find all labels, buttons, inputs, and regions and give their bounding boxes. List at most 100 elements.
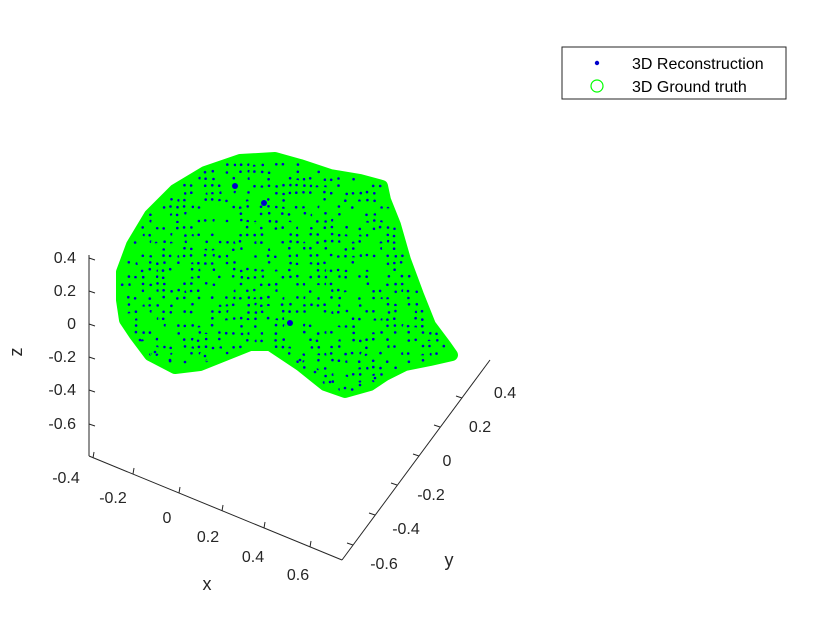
ground-truth-marker [390, 327, 401, 338]
ground-truth-marker [201, 348, 212, 359]
reconstruction-point [393, 345, 396, 348]
reconstruction-point [295, 310, 299, 313]
ground-truth-marker [361, 258, 372, 269]
ground-truth-marker [284, 222, 295, 233]
ground-truth-marker [193, 229, 204, 240]
reconstruction-point [176, 220, 179, 224]
ground-truth-marker [229, 313, 240, 324]
ground-truth-marker [368, 237, 379, 248]
reconstruction-point [351, 206, 354, 209]
ground-truth-marker [320, 313, 331, 325]
reconstruction-point [197, 275, 200, 279]
ground-truth-marker [229, 221, 240, 233]
reconstruction-point [323, 178, 327, 181]
ground-truth-marker [165, 320, 176, 331]
reconstruction-point [133, 241, 137, 244]
ground-truth-marker [376, 188, 387, 199]
z-tick-label: 0.4 [54, 250, 76, 267]
reconstruction-point [323, 198, 326, 201]
reconstruction-point [352, 331, 356, 335]
reconstruction-point [407, 360, 411, 364]
ground-truth-marker [271, 285, 282, 296]
ground-truth-marker [243, 236, 254, 247]
reconstruction-point [351, 373, 355, 376]
reconstruction-point [358, 275, 361, 278]
ground-truth-marker [152, 251, 163, 262]
ground-truth-marker [214, 209, 225, 220]
ground-truth-marker [179, 243, 190, 254]
ground-truth-marker [305, 258, 317, 269]
ground-truth-marker [130, 250, 141, 262]
reconstruction-point [406, 324, 410, 328]
reconstruction-point [309, 233, 313, 236]
z-tick-mark [88, 323, 96, 327]
ground-truth-marker [383, 341, 394, 352]
reconstruction-point [177, 324, 180, 327]
ground-truth-marker [277, 173, 288, 184]
ground-truth-marker [334, 230, 345, 241]
ground-truth-marker [390, 362, 401, 373]
reconstruction-point [254, 268, 257, 272]
ground-truth-marker [200, 271, 211, 283]
ground-truth-marker [319, 299, 330, 310]
reconstruction-point [198, 176, 201, 180]
reconstruction-point [189, 289, 193, 293]
ground-truth-marker [257, 314, 268, 325]
ground-truth-marker [215, 201, 226, 212]
ground-truth-marker [250, 216, 261, 227]
ground-truth-marker [278, 166, 289, 178]
z-tick-label: -0.2 [48, 349, 76, 366]
reconstruction-point [338, 213, 341, 216]
ground-truth-marker [242, 243, 253, 254]
reconstruction-point [372, 365, 375, 369]
reconstruction-point [365, 234, 369, 237]
reconstruction-point [310, 303, 313, 307]
ground-truth-marker [299, 320, 310, 331]
ground-truth-marker [179, 250, 190, 261]
ground-truth-marker [228, 278, 239, 290]
ground-truth-marker [221, 215, 233, 227]
reconstruction-point [330, 232, 334, 236]
reconstruction-point [373, 213, 377, 216]
ground-truth-marker [278, 279, 289, 290]
reconstruction-point [197, 261, 200, 265]
ground-truth-marker [242, 314, 254, 325]
ground-truth-marker [263, 286, 274, 297]
ground-truth-marker [215, 265, 226, 276]
reconstruction-point [176, 297, 179, 300]
ground-truth-marker [277, 222, 288, 233]
reconstruction-point [218, 337, 221, 341]
reconstruction-point [280, 303, 284, 306]
z-tick-mark [88, 257, 96, 261]
ground-truth-marker [292, 209, 303, 220]
ground-truth-marker [312, 229, 323, 240]
reconstruction-point [231, 275, 235, 278]
ground-truth-marker [235, 230, 246, 241]
ground-truth-marker [221, 257, 233, 269]
ground-truth-marker [382, 348, 393, 359]
ground-truth-marker [173, 320, 184, 331]
ground-truth-marker [299, 313, 310, 324]
ground-truth-marker [187, 320, 198, 331]
ground-truth-marker [376, 307, 387, 318]
ground-truth-marker [222, 341, 233, 352]
y-tick-mark [346, 542, 354, 546]
reconstruction-point [210, 323, 214, 327]
reconstruction-point [281, 275, 285, 279]
reconstruction-point [182, 254, 186, 258]
reconstruction-point [275, 191, 278, 195]
ground-truth-marker [354, 271, 365, 282]
reconstruction-point [289, 240, 292, 243]
reconstruction-point [336, 268, 340, 272]
reconstruction-point [168, 358, 172, 362]
reconstruction-point [183, 360, 187, 364]
ground-truth-marker [305, 216, 316, 227]
z-tick-mark [88, 389, 96, 393]
ground-truth-marker [333, 348, 344, 359]
ground-truth-marker [193, 243, 204, 254]
reconstruction-point [323, 190, 326, 194]
reconstruction-point [308, 177, 312, 180]
ground-truth-marker [291, 320, 302, 331]
ground-truth-marker [165, 201, 176, 212]
reconstruction-point [289, 302, 292, 306]
